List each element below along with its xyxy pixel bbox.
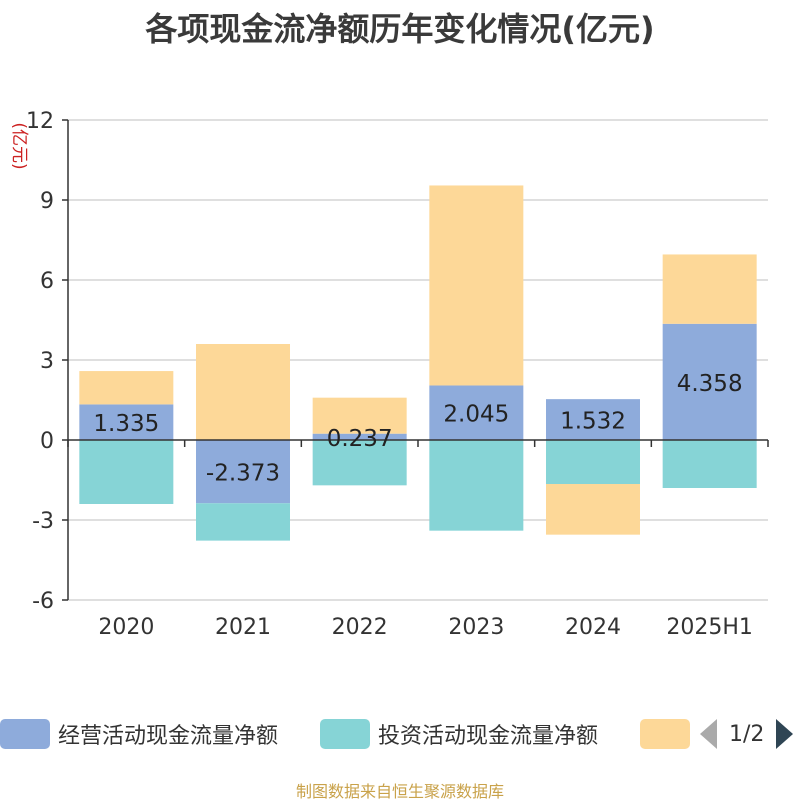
bar-series1 xyxy=(196,440,290,504)
legend-swatch-investing xyxy=(320,719,370,749)
x-tick-label: 2020 xyxy=(98,615,154,640)
chart-title: 各项现金流净额历年变化情况(亿元) xyxy=(145,10,655,48)
y-tick-label: -6 xyxy=(32,589,54,614)
bar-series3 xyxy=(429,185,524,386)
x-tick-label: 2022 xyxy=(332,615,388,640)
legend-pager: 1/2 xyxy=(700,717,794,751)
bar-series3 xyxy=(662,254,757,324)
source-note: 制图数据来自恒生聚源数据库 xyxy=(295,782,504,801)
bar-series2 xyxy=(196,503,290,541)
data-label: 1.335 xyxy=(93,411,159,437)
bar-series1 xyxy=(79,404,174,440)
bar-series1 xyxy=(546,399,640,440)
legend-item-financing[interactable] xyxy=(640,717,698,751)
bar-series2 xyxy=(662,440,757,488)
legend-item-operating[interactable]: 经营活动现金流量净额 xyxy=(0,717,278,751)
data-label: 1.532 xyxy=(560,409,626,435)
bar-series1 xyxy=(429,385,524,440)
y-tick-label: 12 xyxy=(26,109,54,134)
data-label: 0.237 xyxy=(327,426,393,452)
y-tick-label: 9 xyxy=(40,189,54,214)
legend-label-investing: 投资活动现金流量净额 xyxy=(378,724,599,749)
bar-series3 xyxy=(196,344,290,440)
bar-series2 xyxy=(429,440,524,531)
legend-swatch-operating xyxy=(0,719,50,749)
legend-item-investing[interactable]: 投资活动现金流量净额 xyxy=(320,717,598,751)
bar-series3 xyxy=(546,484,640,535)
legend-next-arrow-icon[interactable] xyxy=(776,719,794,749)
y-tick-label: 6 xyxy=(40,269,54,294)
data-label: 4.358 xyxy=(677,371,743,397)
y-tick-label: 3 xyxy=(40,349,54,374)
bar-chart: -6 -3 0 3 6 9 12(亿元) 2020 2021 2022 2023 2024 2025H1… xyxy=(9,109,769,640)
bar-series2 xyxy=(546,440,640,484)
y-axis-label: (亿元) xyxy=(9,122,29,169)
x-tick-label: 2023 xyxy=(448,615,504,640)
legend-label-operating: 经营活动现金流量净额 xyxy=(58,724,279,749)
y-tick-label: -3 xyxy=(32,509,54,534)
legend-prev-arrow-icon[interactable] xyxy=(700,719,717,749)
bar-series2 xyxy=(312,440,407,486)
legend-swatch-financing xyxy=(640,719,690,749)
bar-series1 xyxy=(312,433,407,440)
y-tick-label: 0 xyxy=(40,429,54,454)
bar-series3 xyxy=(312,397,407,434)
bar-series1 xyxy=(662,323,757,440)
legend-page-indicator: 1/2 xyxy=(729,721,765,747)
bar-series2 xyxy=(79,440,174,504)
x-tick-label: 2021 xyxy=(215,615,271,640)
x-tick-label: 2024 xyxy=(565,615,621,640)
bar-series3 xyxy=(79,371,174,405)
x-tick-label: 2025H1 xyxy=(666,615,753,640)
data-label: 2.045 xyxy=(443,402,509,428)
data-label: -2.373 xyxy=(206,461,280,487)
